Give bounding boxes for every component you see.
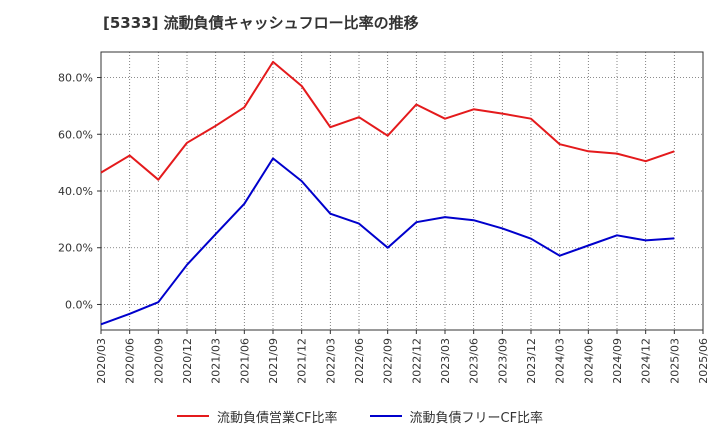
grid-lines bbox=[101, 52, 703, 330]
x-tick-label: 2025/03 bbox=[668, 338, 681, 384]
x-tick-label: 2023/09 bbox=[496, 338, 509, 384]
legend-label-free-cf: 流動負債フリーCF比率 bbox=[409, 410, 544, 426]
x-tick-label: 2020/06 bbox=[124, 338, 137, 384]
legend-item-operating-cf: 流動負債営業CF比率 bbox=[176, 407, 338, 426]
x-tick-label: 2023/03 bbox=[439, 338, 452, 384]
x-tick-label: 2022/09 bbox=[382, 338, 395, 384]
x-tick-label: 2020/12 bbox=[181, 338, 194, 384]
x-tick-label: 2022/12 bbox=[410, 338, 423, 384]
y-tick-label: 80.0% bbox=[58, 72, 93, 85]
x-tick-label: 2024/09 bbox=[611, 338, 624, 384]
x-tick-label: 2022/06 bbox=[353, 338, 366, 384]
legend-item-free-cf: 流動負債フリーCF比率 bbox=[369, 407, 544, 426]
x-tick-label: 2020/09 bbox=[152, 338, 165, 384]
x-tick-label: 2021/12 bbox=[296, 338, 309, 384]
chart-title: [5333] 流動負債キャッシュフロー比率の推移 bbox=[103, 14, 419, 32]
x-tick-label: 2021/03 bbox=[210, 338, 223, 384]
legend-swatch-operating-cf bbox=[176, 415, 209, 417]
x-tick-label: 2021/09 bbox=[267, 338, 280, 384]
axes bbox=[97, 51, 704, 334]
x-tick-label: 2024/03 bbox=[554, 338, 567, 384]
series-line-free-cf bbox=[100, 157, 675, 326]
legend: 流動負債営業CF比率 流動負債フリーCF比率 bbox=[0, 404, 720, 428]
series-lines bbox=[100, 60, 675, 326]
x-tick-label: 2021/06 bbox=[238, 338, 251, 384]
x-tick-label: 2022/03 bbox=[324, 338, 337, 384]
legend-swatch-free-cf bbox=[369, 415, 402, 417]
x-tick-label: 2024/06 bbox=[582, 338, 595, 384]
x-tick-label: 2023/06 bbox=[468, 338, 481, 384]
x-tick-label: 2024/12 bbox=[640, 338, 653, 384]
y-tick-label: 0.0% bbox=[65, 298, 93, 311]
x-tick-label: 2023/12 bbox=[525, 338, 538, 384]
x-tick-label: 2025/06 bbox=[697, 338, 710, 384]
y-tick-label: 40.0% bbox=[58, 185, 93, 198]
tick-labels: 0.0% 20.0% 40.0% 60.0% 80.0% 2020/03 2020/06 20… bbox=[58, 72, 710, 384]
legend-label-operating-cf: 流動負債営業CF比率 bbox=[216, 410, 338, 426]
y-tick-label: 60.0% bbox=[58, 128, 93, 141]
series-line-operating-cf bbox=[100, 60, 675, 181]
y-tick-label: 20.0% bbox=[58, 242, 93, 255]
x-tick-label: 2020/03 bbox=[95, 338, 108, 384]
